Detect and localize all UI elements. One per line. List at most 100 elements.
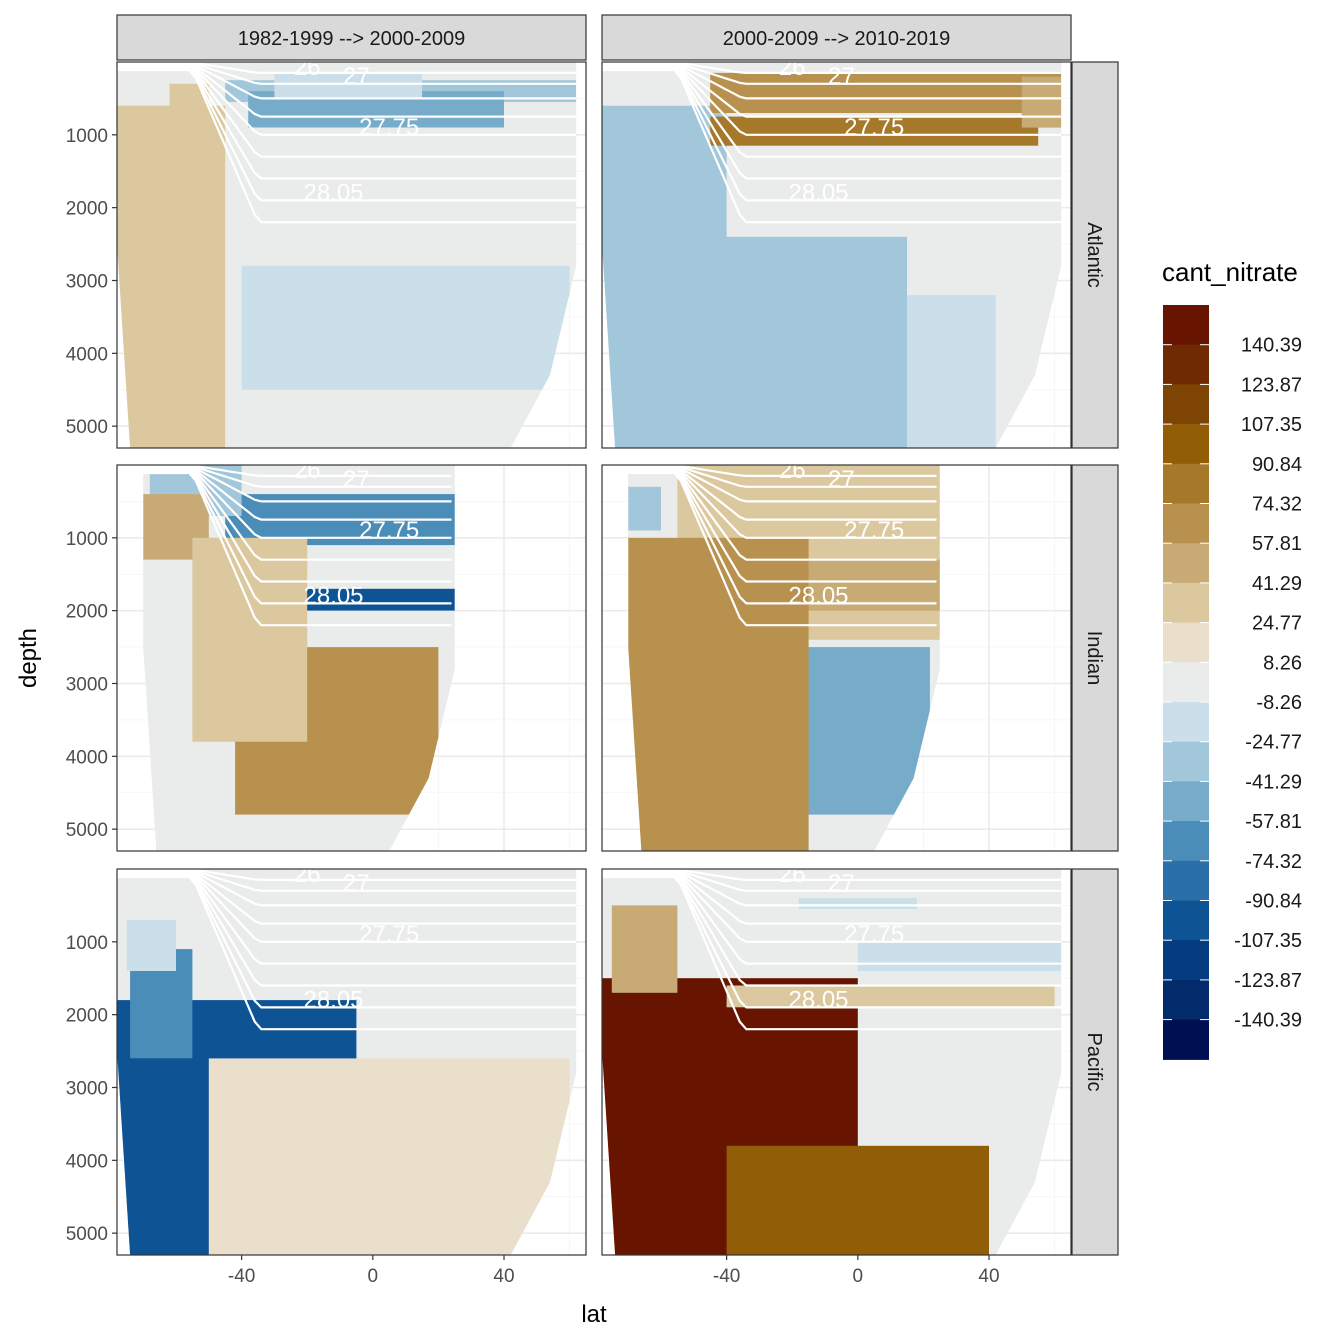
density-isolines [117, 62, 577, 224]
anomaly-band [290, 588, 455, 611]
contour-label: 27.75 [359, 114, 419, 141]
isoline [602, 869, 1062, 892]
strip-row-indian: Indian [1071, 464, 1119, 852]
legend-swatch [1163, 384, 1209, 425]
isoline [117, 872, 577, 965]
anomaly-band [241, 265, 570, 390]
x-tick-label: 40 [493, 1266, 514, 1287]
isoline [143, 465, 452, 503]
isoline [143, 468, 452, 561]
contour-label: 27.75 [359, 921, 419, 948]
isoline [117, 67, 577, 202]
legend-label: -123.87 [1234, 970, 1302, 992]
legend: cant_nitrate 140.39 123.87 107.35 90.84 74.3… [1162, 257, 1302, 1060]
isoline [117, 66, 577, 180]
isoline [602, 64, 1062, 136]
x-tick-label: 40 [978, 1266, 999, 1287]
isoline [628, 471, 937, 627]
isoline [628, 470, 937, 605]
isoline [143, 467, 452, 539]
contour-label: 27 [343, 466, 370, 493]
contour-label: 27.75 [359, 517, 419, 544]
isoline [143, 470, 452, 605]
contour-label: 27 [343, 63, 370, 90]
anomaly-band [726, 1145, 989, 1255]
isoline [628, 468, 937, 561]
contour-label: 27 [828, 870, 855, 897]
anomaly-field [602, 62, 1062, 448]
legend-label: 123.87 [1241, 374, 1302, 396]
legend-label: -8.26 [1256, 692, 1302, 714]
legend-swatch [1163, 900, 1209, 941]
y-tick-label: 3000 [66, 674, 108, 695]
strip-column-1: 1982-1999 --> 2000-2009 [116, 14, 587, 61]
anomaly-band [169, 83, 209, 193]
y-tick-label: 2000 [66, 199, 108, 220]
panel-border [601, 464, 1072, 852]
isoline [117, 63, 577, 118]
y-axis-title: depth [15, 628, 42, 688]
axes: 1000200030004000500010002000300040005000… [66, 126, 1000, 1287]
isoline [117, 869, 577, 907]
x-tick-label: 0 [853, 1266, 864, 1287]
isoline [143, 466, 452, 521]
anomaly-band [693, 236, 907, 448]
contour-label: 28.05 [303, 986, 363, 1013]
y-tick-label: 1000 [66, 933, 108, 954]
isoline [117, 62, 577, 100]
anomaly-field [117, 62, 577, 448]
legend-swatch [1163, 344, 1209, 385]
anomaly-band [126, 920, 176, 971]
legend-swatch [1163, 424, 1209, 465]
isoline [628, 465, 937, 488]
anomaly-band [628, 537, 809, 851]
legend-swatch [1163, 741, 1209, 782]
contour-label: 26 [294, 457, 321, 484]
contour-label: 27.75 [844, 921, 904, 948]
anomaly-band [907, 295, 996, 448]
density-isolines [117, 869, 577, 1031]
anomaly-band [857, 941, 1062, 971]
density-isolines [628, 465, 937, 627]
legend-swatch [1163, 979, 1209, 1021]
isoline [628, 467, 937, 539]
isoline [602, 871, 1062, 943]
isoline [602, 65, 1062, 158]
panel-pacific-2: 26 27 27.75 28.05 [601, 861, 1072, 1256]
legend-label: 57.81 [1252, 533, 1302, 555]
isoline [602, 68, 1062, 224]
anomaly-band [710, 72, 1062, 113]
contour-label: 27.75 [844, 114, 904, 141]
isoline [602, 869, 1062, 907]
legend-label: 140.39 [1241, 335, 1302, 357]
density-isolines [602, 869, 1062, 1031]
isoline [117, 871, 577, 943]
contour-label: 27 [828, 63, 855, 90]
isoline [602, 67, 1062, 202]
anomaly-field [628, 465, 940, 851]
isoline [117, 875, 577, 1031]
y-tick-label: 1000 [66, 126, 108, 147]
legend-label: 24.77 [1252, 613, 1302, 635]
legend-swatch [1163, 1019, 1209, 1060]
contour-label: 27.75 [844, 517, 904, 544]
isoline [602, 62, 1062, 100]
panel-indian-2: 26 27 27.75 28.05 [601, 457, 1072, 852]
facet-strips: 1982-1999 --> 2000-2009 2000-2009 --> 201… [116, 14, 1119, 1256]
isoline [117, 873, 577, 987]
isoline [117, 68, 577, 224]
isoline [628, 469, 937, 583]
anomaly-band [208, 1058, 570, 1255]
isoline [117, 874, 577, 1009]
strip-column-2: 2000-2009 --> 2010-2019 [601, 14, 1072, 61]
isoline [602, 63, 1062, 118]
anomaly-band [1021, 76, 1062, 128]
y-tick-label: 4000 [66, 1151, 108, 1172]
isoline [117, 870, 577, 925]
strip-row-pacific: Pacific [1071, 868, 1119, 1256]
legend-swatch [1163, 582, 1209, 624]
isoline [602, 66, 1062, 180]
isoline [628, 465, 937, 503]
panel-border [116, 464, 587, 852]
